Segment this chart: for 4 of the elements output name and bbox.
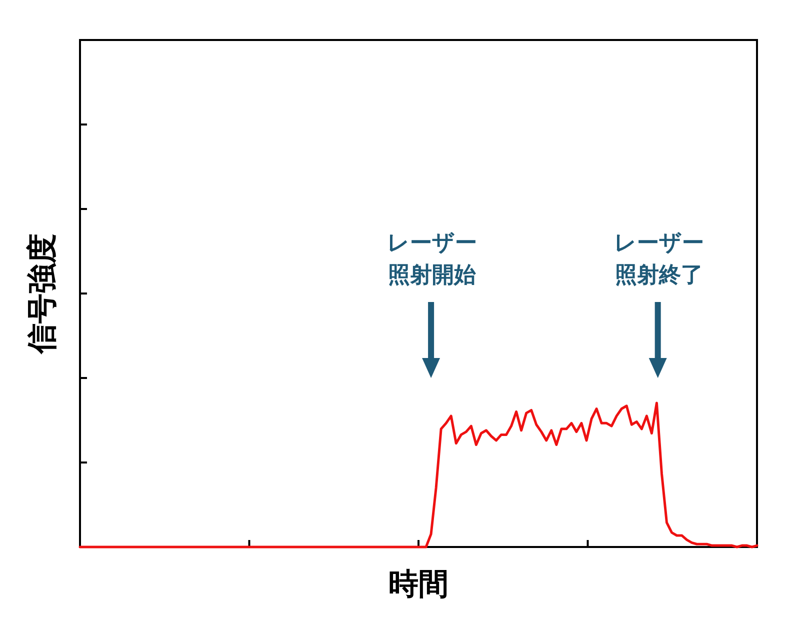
text: レーザー照射終了 [614,231,704,288]
y-axis-title: 信号強度 [25,234,60,354]
x-axis-title: 時間 [388,567,448,602]
text: レーザー照射開始 [387,231,478,288]
